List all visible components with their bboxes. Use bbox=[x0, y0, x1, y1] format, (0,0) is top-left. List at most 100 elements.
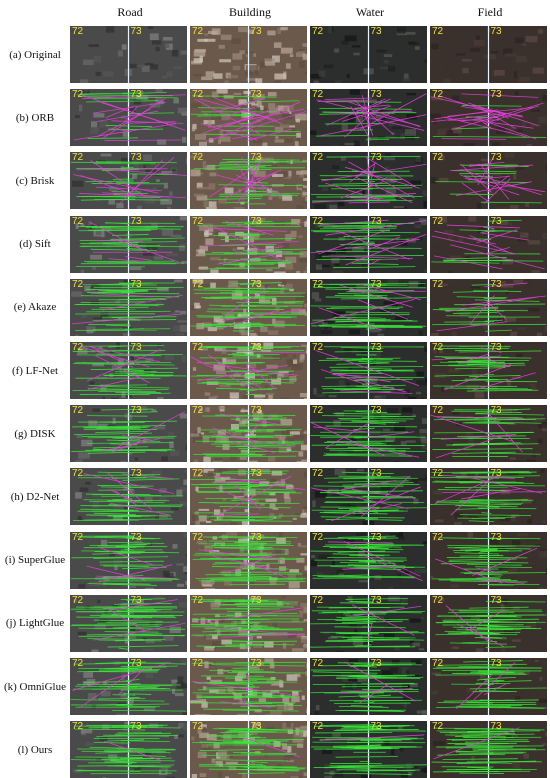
match-image-building: 72 73 bbox=[190, 595, 307, 652]
image-number-left: 72 bbox=[432, 216, 443, 227]
image-number-left: 72 bbox=[192, 405, 203, 416]
image-number-right: 73 bbox=[251, 216, 262, 227]
image-number-left: 72 bbox=[312, 595, 323, 606]
image-number-left: 72 bbox=[312, 89, 323, 100]
image-number-right: 73 bbox=[131, 721, 142, 732]
image-number-right: 73 bbox=[251, 89, 262, 100]
match-image-road: 72 73 bbox=[70, 26, 187, 83]
image-number-right: 73 bbox=[131, 89, 142, 100]
image-number-right: 73 bbox=[251, 532, 262, 543]
image-number-right: 73 bbox=[251, 595, 262, 606]
match-image-field: 72 73 bbox=[430, 216, 547, 273]
image-number-left: 72 bbox=[432, 595, 443, 606]
image-number-left: 72 bbox=[432, 468, 443, 479]
row-label: (d) Sift bbox=[0, 237, 70, 251]
match-image-water: 72 73 bbox=[310, 532, 427, 589]
image-number-right: 73 bbox=[371, 342, 382, 353]
match-image-road: 72 73 bbox=[70, 721, 187, 778]
column-header-field: Field bbox=[430, 5, 550, 20]
image-number-right: 73 bbox=[371, 658, 382, 669]
image-number-right: 73 bbox=[131, 342, 142, 353]
match-image-building: 72 73 bbox=[190, 405, 307, 462]
image-number-left: 72 bbox=[192, 532, 203, 543]
image-number-left: 72 bbox=[72, 152, 83, 163]
image-number-right: 73 bbox=[491, 152, 502, 163]
image-number-left: 72 bbox=[312, 216, 323, 227]
image-number-right: 73 bbox=[371, 279, 382, 290]
image-number-left: 72 bbox=[312, 468, 323, 479]
image-number-left: 72 bbox=[72, 26, 83, 37]
image-number-right: 73 bbox=[371, 89, 382, 100]
image-number-left: 72 bbox=[432, 342, 443, 353]
image-number-right: 73 bbox=[131, 595, 142, 606]
image-number-right: 73 bbox=[131, 658, 142, 669]
match-image-building: 72 73 bbox=[190, 532, 307, 589]
image-number-right: 73 bbox=[131, 26, 142, 37]
image-number-left: 72 bbox=[432, 658, 443, 669]
image-number-left: 72 bbox=[432, 532, 443, 543]
image-number-right: 73 bbox=[491, 26, 502, 37]
image-number-left: 72 bbox=[72, 721, 83, 732]
image-number-left: 72 bbox=[192, 721, 203, 732]
image-number-right: 73 bbox=[371, 721, 382, 732]
image-number-left: 72 bbox=[312, 532, 323, 543]
image-number-right: 73 bbox=[491, 468, 502, 479]
image-number-right: 73 bbox=[371, 152, 382, 163]
row-label: (e) Akaze bbox=[0, 300, 70, 314]
image-number-left: 72 bbox=[192, 342, 203, 353]
match-image-water: 72 73 bbox=[310, 658, 427, 715]
image-number-left: 72 bbox=[432, 89, 443, 100]
image-number-left: 72 bbox=[72, 279, 83, 290]
image-number-right: 73 bbox=[251, 342, 262, 353]
image-number-left: 72 bbox=[72, 468, 83, 479]
row-label: (i) SuperGlue bbox=[0, 553, 70, 567]
image-number-left: 72 bbox=[432, 152, 443, 163]
image-number-left: 72 bbox=[72, 532, 83, 543]
image-number-left: 72 bbox=[192, 468, 203, 479]
image-number-left: 72 bbox=[72, 342, 83, 353]
image-number-right: 73 bbox=[251, 405, 262, 416]
match-image-building: 72 73 bbox=[190, 279, 307, 336]
row-label: (l) Ours bbox=[0, 743, 70, 757]
match-image-building: 72 73 bbox=[190, 342, 307, 399]
image-number-left: 72 bbox=[192, 279, 203, 290]
image-number-left: 72 bbox=[312, 658, 323, 669]
row-label: (j) LightGlue bbox=[0, 616, 70, 630]
image-number-left: 72 bbox=[192, 89, 203, 100]
match-image-road: 72 73 bbox=[70, 532, 187, 589]
image-number-right: 73 bbox=[371, 26, 382, 37]
image-number-right: 73 bbox=[371, 595, 382, 606]
row-label: (h) D2-Net bbox=[0, 490, 70, 504]
image-number-right: 73 bbox=[251, 152, 262, 163]
image-number-left: 72 bbox=[432, 405, 443, 416]
image-number-right: 73 bbox=[251, 279, 262, 290]
image-number-right: 73 bbox=[491, 216, 502, 227]
image-number-right: 73 bbox=[131, 532, 142, 543]
image-number-left: 72 bbox=[192, 595, 203, 606]
image-number-right: 73 bbox=[131, 279, 142, 290]
image-number-right: 73 bbox=[371, 532, 382, 543]
match-image-field: 72 73 bbox=[430, 152, 547, 209]
